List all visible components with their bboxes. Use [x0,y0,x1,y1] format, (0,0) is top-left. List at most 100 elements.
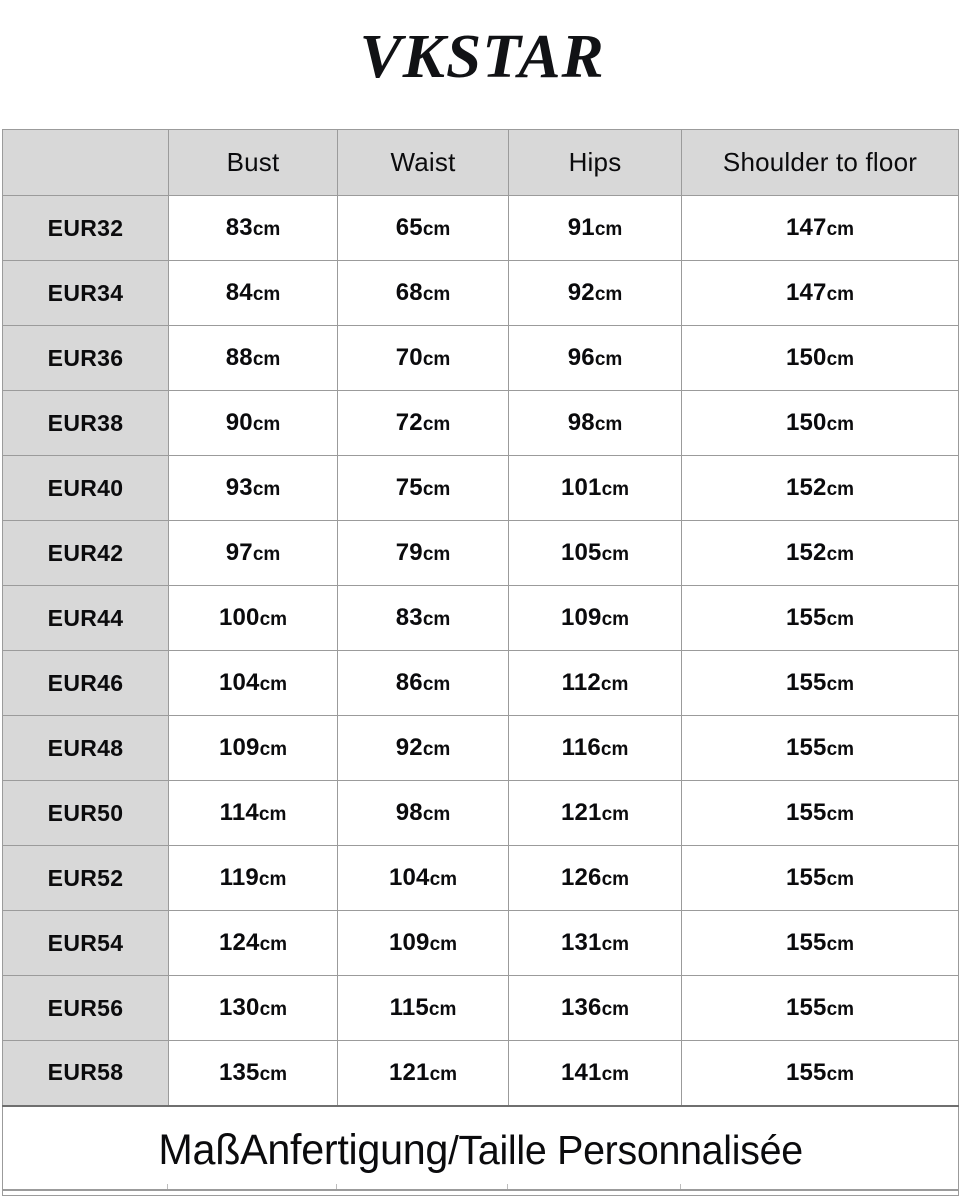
cell-shoulder-to-floor: 147cm [681,260,959,326]
cell-unit: cm [826,1063,855,1085]
cell-value: 141 [560,1058,602,1086]
cell-value: 92 [567,279,595,306]
cell-hips: 92cm [508,260,682,326]
cell-unit: cm [422,739,451,760]
cell-unit: cm [601,479,630,500]
table-row: EUR34 84cm 68cm 92cm 147cm [2,260,959,326]
cell-unit: cm [429,869,458,890]
cell-waist: 68cm [337,260,509,326]
cell-hips: 116cm [508,715,682,781]
cell-bust: 90cm [168,390,338,456]
header-row: Bust Waist Hips Shoulder to floor [2,129,959,196]
cell-bust: 84cm [168,260,338,326]
cell-waist: 70cm [337,325,509,391]
cell-unit: cm [252,219,281,240]
cell-unit: cm [258,869,287,890]
cell-shoulder-to-floor: 155cm [681,1040,959,1106]
cell-shoulder-to-floor: 150cm [681,325,959,391]
cell-value: 90 [225,409,253,436]
cell-value: 119 [219,864,259,891]
cell-waist: 104cm [337,845,509,911]
cell-unit: cm [259,934,288,955]
cell-unit: cm [252,479,281,500]
row-label-size: EUR56 [2,975,169,1041]
cell-bust: 93cm [168,455,338,521]
table-body: EUR32 83cm 65cm 91cm 147cm EUR34 84cm 68cm 92cm 1… [2,195,959,1106]
cell-value: 86 [395,669,423,696]
table-row: EUR54 124cm 109cm 131cm 155cm [2,910,959,976]
cell-bust: 119cm [168,845,338,911]
row-label-size: EUR46 [2,650,169,716]
cell-waist: 92cm [337,715,509,781]
cell-hips: 136cm [508,975,682,1041]
cell-unit: cm [422,804,451,825]
cell-unit: cm [826,544,855,565]
row-label-size: EUR38 [2,390,169,456]
cell-value: 155 [785,1058,827,1086]
cell-value: 91 [567,214,595,241]
row-label-size: EUR50 [2,780,169,846]
cell-unit: cm [600,739,629,760]
cell-unit: cm [601,869,630,890]
cell-unit: cm [259,674,288,695]
cell-hips: 126cm [508,845,682,911]
cell-value: 121 [560,799,602,826]
cell-bust: 109cm [168,715,338,781]
cell-bust: 104cm [168,650,338,716]
cell-shoulder-to-floor: 155cm [681,845,959,911]
cell-value: 155 [785,604,827,631]
cell-value: 72 [395,409,423,436]
cell-value: 70 [395,344,423,371]
cell-unit: cm [422,609,451,630]
cell-value: 93 [225,474,253,501]
cell-unit: cm [422,414,451,435]
cell-unit: cm [252,544,281,565]
cell-bust: 114cm [168,780,338,846]
cell-unit: cm [422,479,451,500]
cell-value: 105 [560,539,602,566]
cell-value: 65 [395,214,423,241]
cell-unit: cm [826,609,855,630]
cell-shoulder-to-floor: 155cm [681,910,959,976]
table-row: EUR56 130cm 115cm 136cm 155cm [2,975,959,1041]
row-label-size: EUR58 [2,1040,169,1106]
cell-hips: 98cm [508,390,682,456]
cell-bust: 83cm [168,195,338,261]
cell-waist: 79cm [337,520,509,586]
cell-unit: cm [428,999,457,1020]
cell-unit: cm [826,219,855,240]
bottom-rule [2,1189,958,1191]
cell-shoulder-to-floor: 150cm [681,390,959,456]
cell-value: 116 [561,734,601,761]
cell-value: 88 [225,344,253,371]
row-label-size: EUR32 [2,195,169,261]
cell-value: 155 [785,734,827,761]
cell-hips: 121cm [508,780,682,846]
row-label-size: EUR52 [2,845,169,911]
cell-unit: cm [601,609,630,630]
cell-value: 104 [388,864,430,891]
cell-unit: cm [259,739,288,760]
cell-value: 124 [218,929,260,956]
table-row: EUR40 93cm 75cm 101cm 152cm [2,455,959,521]
table-row: EUR46 104cm 86cm 112cm 155cm [2,650,959,716]
table-row: EUR36 88cm 70cm 96cm 150cm [2,325,959,391]
cell-unit: cm [259,1063,288,1085]
row-label-size: EUR44 [2,585,169,651]
cell-unit: cm [600,674,629,695]
row-label-size: EUR36 [2,325,169,391]
custom-size-note-german: MaßAnfertigung [158,1126,448,1174]
cell-unit: cm [252,284,281,305]
row-label-size: EUR48 [2,715,169,781]
cell-value: 152 [785,474,827,501]
cell-waist: 115cm [337,975,509,1041]
cell-unit: cm [429,1063,458,1085]
cell-unit: cm [826,934,855,955]
cell-value: 75 [395,474,423,501]
cell-shoulder-to-floor: 147cm [681,195,959,261]
cell-unit: cm [826,349,855,370]
cell-value: 115 [389,994,429,1021]
cell-unit: cm [601,804,630,825]
cell-unit: cm [826,284,855,305]
cell-hips: 101cm [508,455,682,521]
